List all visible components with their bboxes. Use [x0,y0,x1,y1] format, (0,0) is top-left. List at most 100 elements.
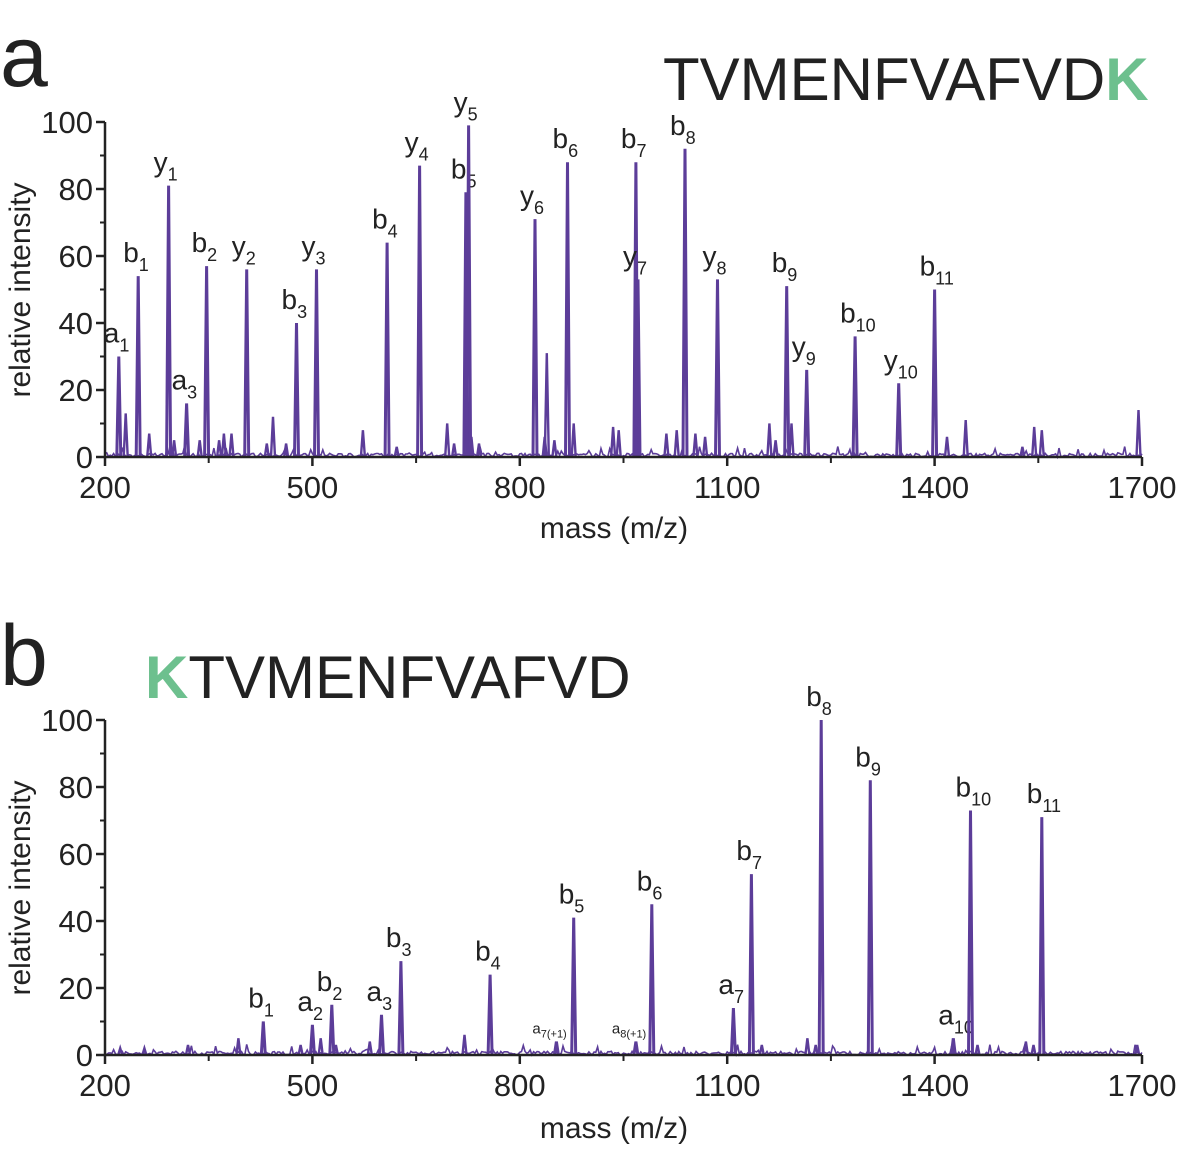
panel-a-peak-label-y7: y7 [623,240,647,278]
panel-a-minor-peak [1031,426,1038,458]
panel-b-minor-peak [461,1034,468,1056]
panel-a-minor-peak [772,440,779,458]
panel-a-x-tick-label: 800 [494,470,546,505]
panel-a-peak-label-y2: y2 [232,230,256,268]
panel-b-peptide-sequence: KTVMENFVAFVD [145,644,631,711]
panel-a-minor-peak [393,446,400,458]
panel-a-peak-label-a1: a1 [104,318,130,356]
panel-b-peak-label-b4: b4 [475,936,501,974]
panel-a-peak-b1 [134,276,142,458]
panel-b-y-axis-label: relative intensity [4,780,37,995]
panel-b-peak-a3 [378,1014,385,1056]
panel-b-peak-label-b2: b2 [317,966,343,1004]
panel-a-minor-peak [450,443,458,458]
panel-a-minor-peak [359,430,367,458]
panel-a-minor-peak [615,430,622,458]
panel-b-minor-peak [117,1044,124,1056]
panel-a-minor-peak [570,423,577,458]
panel-b-label: b [0,608,48,704]
panel-b-minor-peak [1022,1041,1030,1056]
panel-a-peak-label-y1: y1 [154,147,178,185]
panel-a-peak-a1 [115,356,123,458]
panel-a-minor-peak [269,416,277,458]
panel-b-peak-label-b9: b9 [855,741,881,779]
panel-b-peak-b5 [570,917,578,1056]
panel-a-peak-label-y8: y8 [703,240,727,278]
panel-a-peak-label-b5: b5 [451,153,477,191]
panel-a-minor-peak [766,423,773,458]
panel-a-minor-peak [220,433,228,458]
panel-a-peak-a3 [183,403,191,458]
panel-b-y-tick-label: 80 [59,770,93,805]
panel-a-minor-peak [701,436,709,458]
panel-a-baseline-trace [104,445,1143,460]
panel-a-x-axis-label: mass (m/z) [540,512,688,545]
panel-b-minor-peak [184,1044,192,1056]
panel-b-minor-peak [758,1044,765,1056]
panel-b-y-tick-label: 0 [76,1038,93,1073]
panel-a-peak-label-b8: b8 [670,110,696,148]
panel-a-x-tick-label: 1700 [1108,470,1177,505]
panel-a-minor-peak [962,420,969,458]
panel-b-peak-a8(+1) [632,1041,640,1056]
panel-b-minor-peak [1134,1044,1141,1056]
panel-a-peak-label-b9: b9 [772,247,798,285]
panel-a-y-tick-label: 100 [41,105,93,140]
panel-b-minor-peak [297,1044,304,1056]
panel-a-peak-b10 [851,336,859,458]
panel-a-x-tick-label: 500 [287,470,339,505]
panel-a-peak-b8 [681,148,689,458]
panel-a-peak-y3 [313,269,320,458]
panel-b-peak-a2 [308,1024,316,1056]
panel-a-peak-label-b10: b10 [840,297,876,335]
panel-a-minor-peak [692,433,699,458]
panel-b-peak-b2 [328,1004,336,1056]
panel-b-peak-a7 [729,1008,737,1056]
panel-b-peak-label-b10: b10 [956,772,992,810]
panel-b-peak-label-b1: b1 [248,983,274,1021]
panel-a-peak-label-y10: y10 [884,344,918,382]
panel-b-x-tick-label: 1100 [694,1068,761,1103]
panel-b-peak-b3 [397,961,405,1056]
panel-a-peptide-sequence: TVMENFVAFVDK [663,46,1149,113]
panel-a-minor-peak [551,440,558,458]
panel-b-labeled-residue: K [145,644,188,711]
panel-a-minor-peak [943,436,951,458]
panel-b-peak-b1 [259,1021,267,1056]
panel-a-minor-peak [1019,446,1026,458]
panel-b-peak-label-b8: b8 [806,681,832,719]
panel-b-y-tick-label: 100 [41,703,93,738]
panel-a-peak-label-a3: a3 [172,364,198,402]
panel-a-peak-y5 [465,125,473,458]
panel-b-x-tick-label: 1400 [900,1068,969,1103]
panel-a-y-tick-label: 60 [59,239,93,274]
panel-a-peak-y8 [714,279,721,458]
panel-a-peak-b3 [293,322,300,458]
panel-b-peak-b4 [486,974,494,1056]
panel-a-label: a [0,9,48,105]
panel-b-x-axis-label: mass (m/z) [540,1112,688,1145]
panel-b-peak-a7(+1) [552,1041,560,1056]
panel-a-peak-label-b3: b3 [282,284,308,322]
panel-a-peak-label-b6: b6 [553,123,579,161]
panel-a-labeled-residue: K [1105,46,1148,113]
panel-a-minor-peak [228,433,235,458]
panel-a-minor-peak [663,433,670,458]
panel-b-peak-label-a3: a3 [367,976,393,1014]
panel-b-minor-peak [366,1041,373,1056]
panel-b-x-tick-label: 200 [79,1068,131,1103]
panel-b-peak-label-b7: b7 [736,835,762,873]
panel-a-peak-label-b11: b11 [920,251,954,289]
panel-a-peak-y10 [895,383,903,458]
panel-a-minor-peak [146,433,153,458]
panel-a-y-tick-label: 0 [76,440,93,475]
panel-a-minor-peak [170,440,178,458]
panel-a-peak-label-y6: y6 [520,180,544,218]
panel-a-peak-y2 [243,269,251,458]
panel-a-peak-y4 [416,165,424,458]
panel-a-minor-peak [215,440,223,458]
panel-a-minor-peak [282,443,290,458]
panel-a-peak-y6 [531,219,539,458]
